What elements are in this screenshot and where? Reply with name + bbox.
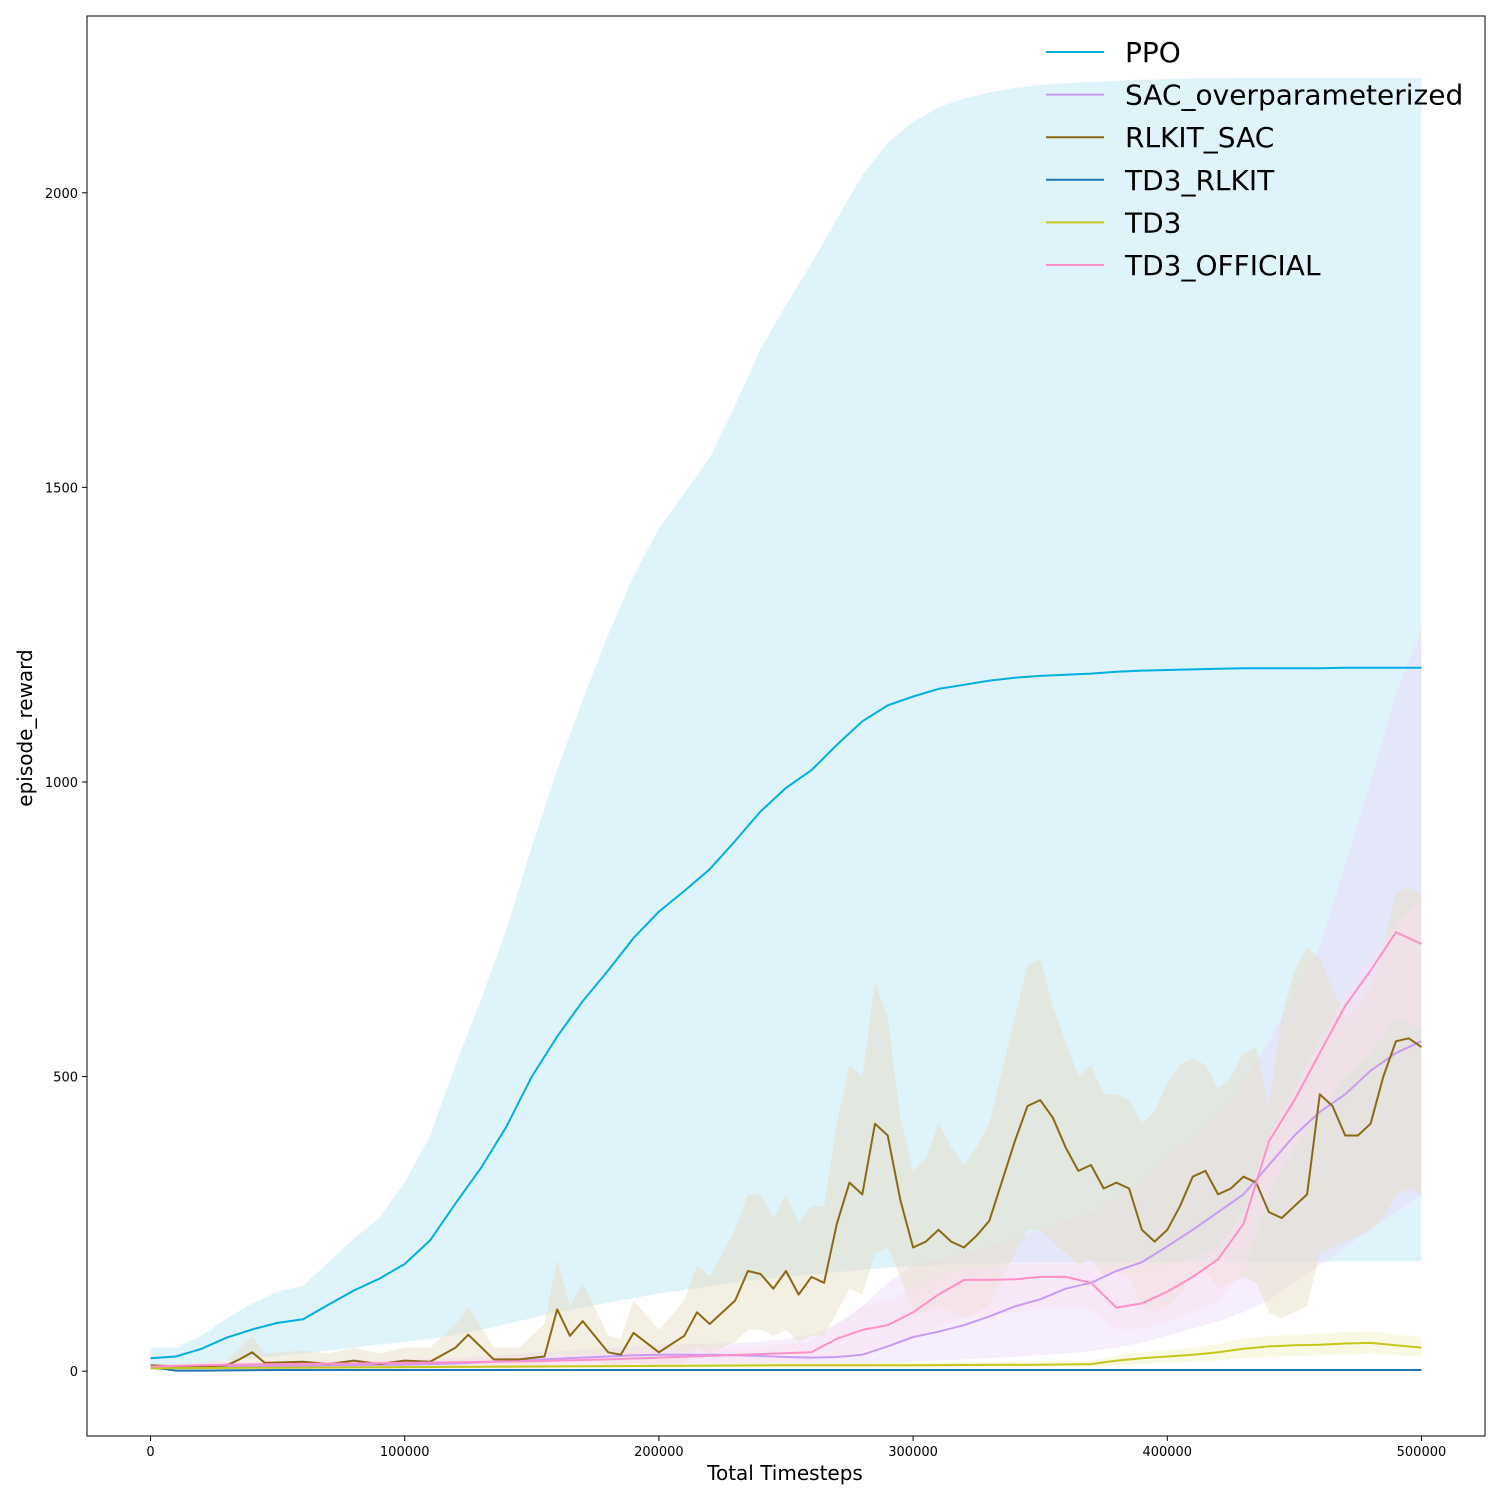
line-series-0 <box>150 666 1422 1360</box>
line-series-3 <box>150 1366 1422 1372</box>
y-tick-label: 1000 <box>45 776 78 791</box>
x-tick-label: 0 <box>146 1445 154 1460</box>
legend-label: RLKIT_SAC <box>1125 121 1274 154</box>
y-tick-label: 1500 <box>45 481 78 496</box>
y-axis-label: episode_reward <box>13 649 37 806</box>
legend-label: TD3_RLKIT <box>1124 164 1275 197</box>
x-tick-label: 400000 <box>1142 1445 1192 1460</box>
legend-label: SAC_overparameterized <box>1125 79 1463 112</box>
x-axis-label: Total Timesteps <box>706 1461 863 1485</box>
legend-label: PPO <box>1125 36 1181 69</box>
legend: PPO SAC_overparameterized RLKIT_SAC TD3_RLK… <box>1046 36 1463 282</box>
x-tick-label: 200000 <box>634 1445 684 1460</box>
y-tick-label: 500 <box>53 1071 78 1086</box>
band-series-0 <box>150 77 1422 1369</box>
legend-label: TD3_OFFICIAL <box>1124 249 1321 282</box>
line-series-2 <box>150 1037 1423 1368</box>
x-tick-label: 300000 <box>888 1445 938 1460</box>
x-axis-ticks: 0 100000 200000 300000 400000 500000 <box>146 1436 1446 1460</box>
y-axis-ticks: 0 500 1000 1500 2000 <box>45 187 87 1380</box>
band-series-2 <box>150 888 1422 1369</box>
band-series-4 <box>150 1331 1422 1370</box>
y-tick-label: 2000 <box>45 187 78 202</box>
x-tick-label: 100000 <box>380 1445 430 1460</box>
line-series-5 <box>150 931 1422 1368</box>
legend-label: TD3 <box>1124 206 1181 239</box>
x-tick-label: 500000 <box>1397 1445 1447 1460</box>
plot-frame <box>86 15 1486 1437</box>
series-lines <box>150 666 1423 1372</box>
line-series-4 <box>150 1341 1422 1370</box>
y-tick-label: 0 <box>70 1365 78 1380</box>
line-series-1 <box>150 1040 1422 1369</box>
